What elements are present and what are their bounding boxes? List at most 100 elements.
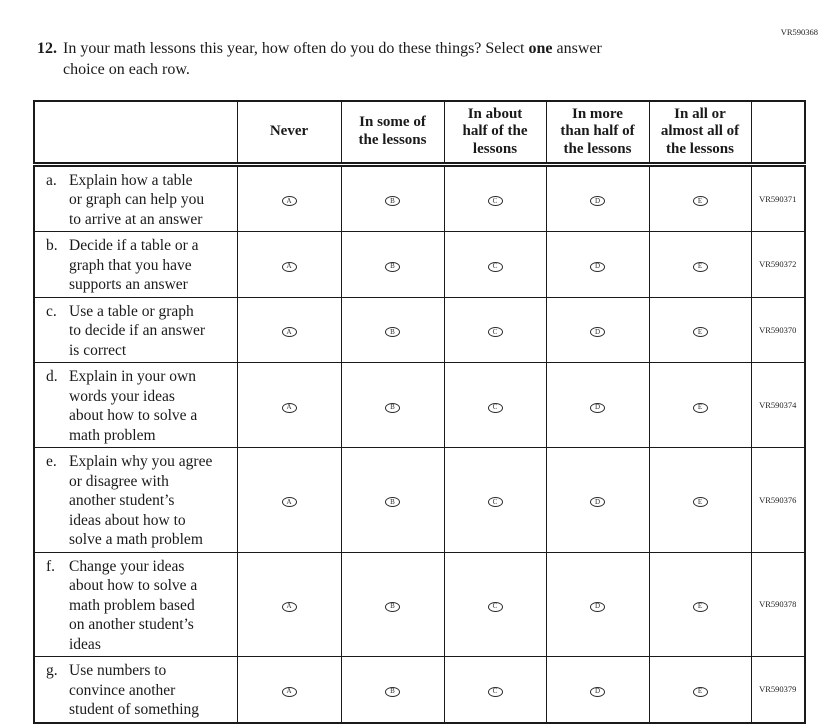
option-cell: E — [648, 163, 752, 232]
option-bubble-b[interactable]: B — [385, 261, 400, 272]
column-header-some: In some of the lessons — [340, 100, 445, 167]
option-bubble-c[interactable]: C — [487, 497, 503, 508]
row-label-cell: a. Explain how a table or graph can help… — [33, 163, 238, 232]
option-bubble-d[interactable]: D — [590, 196, 605, 207]
column-header-all: In all or almost all of the lessons — [648, 100, 752, 167]
option-bubble-c[interactable]: C — [487, 261, 503, 272]
option-bubble-b[interactable]: B — [385, 601, 400, 612]
header-empty-cell — [33, 100, 238, 167]
row-code: VR590378 — [750, 551, 806, 657]
option-cell: E — [648, 656, 752, 723]
option-bubble-c[interactable]: C — [487, 402, 503, 413]
question-text: In your math lessons this year, how ofte… — [63, 38, 727, 80]
header-empty-code-cell — [750, 100, 806, 167]
table-row-e: e. Explain why you agree or disagree wit… — [33, 447, 806, 553]
row-letter: b. — [46, 237, 58, 254]
row-text: Use a table or graph to decide if an ans… — [69, 302, 205, 359]
option-bubble-e[interactable]: E — [692, 261, 708, 272]
header-row: Never In some of the lessons In about ha… — [33, 100, 806, 167]
option-cell: E — [648, 296, 752, 363]
option-bubble-a[interactable]: A — [281, 261, 297, 272]
option-bubble-e[interactable]: E — [692, 402, 708, 413]
option-bubble-c[interactable]: C — [487, 686, 503, 697]
table-row-b: b. Decide if a table or a graph that you… — [33, 231, 806, 298]
row-label-cell: d. Explain in your own words your ideas … — [33, 362, 238, 448]
option-bubble-c[interactable]: C — [487, 196, 503, 207]
row-code: VR590370 — [750, 296, 806, 363]
form-code: VR590368 — [780, 27, 818, 37]
question-bold-word: one — [528, 40, 553, 57]
row-letter: g. — [46, 662, 58, 679]
option-cell: A — [236, 362, 342, 448]
option-bubble-d[interactable]: D — [590, 601, 605, 612]
option-bubble-a[interactable]: A — [281, 402, 297, 413]
question-text-after: answer — [556, 40, 602, 57]
option-bubble-d[interactable]: D — [590, 497, 605, 508]
row-text: Use numbers to convince another student … — [69, 662, 200, 718]
row-code: VR590379 — [750, 656, 806, 723]
option-cell: D — [545, 231, 650, 298]
option-cell: C — [443, 163, 547, 232]
option-bubble-c[interactable]: C — [487, 601, 503, 612]
row-label-cell: c. Use a table or graph to decide if an … — [33, 296, 238, 363]
option-bubble-e[interactable]: E — [692, 497, 708, 508]
option-bubble-d[interactable]: D — [590, 327, 605, 338]
option-bubble-d[interactable]: D — [590, 261, 605, 272]
option-cell: E — [648, 362, 752, 448]
row-code: VR590372 — [750, 231, 806, 298]
question-line-2: choice on each row. — [63, 61, 190, 78]
question-12: 12. In your math lessons this year, how … — [37, 38, 727, 80]
response-grid: Never In some of the lessons In about ha… — [33, 100, 806, 724]
option-bubble-a[interactable]: A — [281, 601, 297, 612]
question-number: 12. — [37, 40, 57, 57]
question-line-1: In your math lessons this year, how ofte… — [63, 38, 727, 59]
option-bubble-e[interactable]: E — [692, 601, 708, 612]
row-text: Explain why you agree or disagree with a… — [69, 453, 213, 548]
table-row-f: f. Change your ideas about how to solve … — [33, 551, 806, 657]
option-bubble-a[interactable]: A — [281, 196, 297, 207]
row-code: VR590376 — [750, 447, 806, 553]
option-bubble-e[interactable]: E — [692, 196, 708, 207]
option-bubble-d[interactable]: D — [590, 402, 605, 413]
option-cell: B — [340, 362, 445, 448]
row-label-cell: b. Decide if a table or a graph that you… — [33, 231, 238, 298]
option-bubble-a[interactable]: A — [281, 686, 297, 697]
option-bubble-b[interactable]: B — [385, 686, 400, 697]
row-text: Explain in your own words your ideas abo… — [69, 368, 198, 444]
option-bubble-e[interactable]: E — [692, 686, 708, 697]
option-cell: D — [545, 551, 650, 657]
option-cell: C — [443, 231, 547, 298]
option-cell: B — [340, 231, 445, 298]
option-cell: B — [340, 447, 445, 553]
option-cell: A — [236, 231, 342, 298]
option-bubble-b[interactable]: B — [385, 196, 400, 207]
option-cell: D — [545, 447, 650, 553]
option-cell: C — [443, 362, 547, 448]
option-cell: C — [443, 296, 547, 363]
table-row-g: g. Use numbers to convince another stude… — [33, 656, 806, 723]
row-text: Change your ideas about how to solve a m… — [69, 557, 198, 653]
option-bubble-b[interactable]: B — [385, 327, 400, 338]
row-label-cell: g. Use numbers to convince another stude… — [33, 656, 238, 723]
row-letter: e. — [46, 453, 57, 470]
row-letter: d. — [46, 368, 58, 385]
option-bubble-a[interactable]: A — [281, 497, 297, 508]
option-bubble-b[interactable]: B — [385, 497, 400, 508]
option-cell: B — [340, 551, 445, 657]
option-cell: B — [340, 163, 445, 232]
option-bubble-b[interactable]: B — [385, 402, 400, 413]
option-bubble-e[interactable]: E — [692, 327, 708, 338]
option-bubble-c[interactable]: C — [487, 327, 503, 338]
option-cell: C — [443, 447, 547, 553]
option-bubble-d[interactable]: D — [590, 686, 605, 697]
option-bubble-a[interactable]: A — [281, 327, 297, 338]
option-cell: A — [236, 296, 342, 363]
row-label-cell: e. Explain why you agree or disagree wit… — [33, 447, 238, 553]
option-cell: C — [443, 551, 547, 657]
row-code: VR590374 — [750, 362, 806, 448]
option-cell: B — [340, 296, 445, 363]
option-cell: D — [545, 296, 650, 363]
option-cell: B — [340, 656, 445, 723]
row-text: Explain how a table or graph can help yo… — [69, 171, 205, 228]
table-row-d: d. Explain in your own words your ideas … — [33, 362, 806, 448]
